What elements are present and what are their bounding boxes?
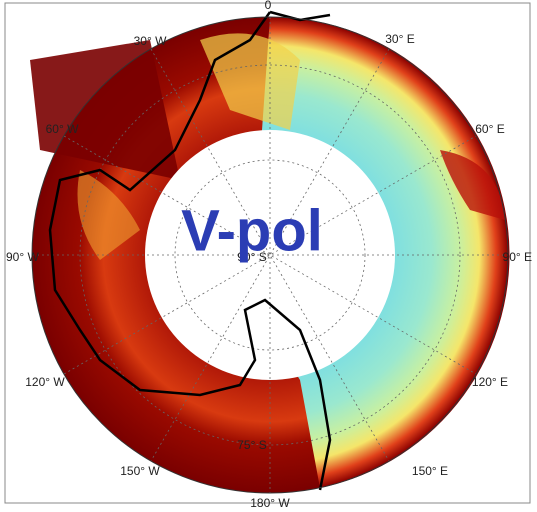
lon-label: 30° W <box>134 34 167 48</box>
lon-label: 180° W <box>250 496 290 510</box>
polar-map: 0 30° E 60° E 90° E 120° E 150° E 180° W… <box>0 0 537 512</box>
lon-label: 90° W <box>6 250 39 264</box>
lat-label: 75° S <box>237 438 266 452</box>
lon-label: 90° E <box>503 250 532 264</box>
lon-label: 30° E <box>385 32 414 46</box>
polarization-label: V-pol <box>181 198 323 263</box>
lon-label: 60° W <box>46 122 79 136</box>
lon-label: 150° W <box>120 464 160 478</box>
lon-label: 120° E <box>472 375 508 389</box>
lon-label: 120° W <box>25 375 65 389</box>
lon-label: 0 <box>265 0 272 12</box>
lon-label: 150° E <box>412 464 448 478</box>
lon-label: 60° E <box>475 122 504 136</box>
